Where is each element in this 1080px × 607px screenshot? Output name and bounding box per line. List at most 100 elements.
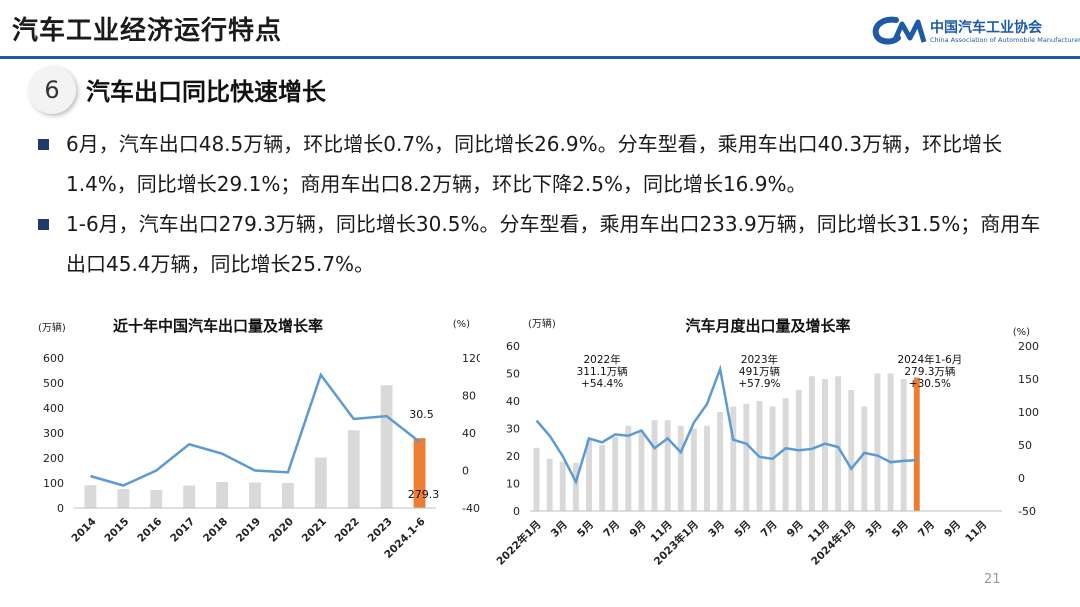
x-tick-label: 2014 xyxy=(69,516,98,545)
bar-month-29 xyxy=(900,379,907,511)
x-tick-label: 2020 xyxy=(267,516,296,545)
bar-2019 xyxy=(249,482,261,508)
logo-name-en: China Association of Automobile Manufact… xyxy=(930,36,1080,44)
x-tick-label: 5月 xyxy=(575,519,596,540)
monthly-export-chart: 汽车月度出口量及增长率 (万辆) (%) 0 10 20 30 40 50 60 -50 0 50 100… xyxy=(494,317,1039,568)
annotation-line: 2022年 xyxy=(583,353,620,366)
y2-tick-label: 0 xyxy=(1018,472,1025,485)
y2-tick-label: 100 xyxy=(1018,406,1039,419)
logo-name-cn: 中国汽车工业协会 xyxy=(930,20,1042,36)
y2-tick-label: 80 xyxy=(462,390,476,403)
x-tick-label: 9月 xyxy=(627,519,648,540)
chart-title: 近十年中国汽车出口量及增长率 xyxy=(113,317,323,335)
annual-export-chart: 近十年中国汽车出口量及增长率(万辆) (%)0100200300400500600… xyxy=(38,317,480,561)
x-tick-label: 9月 xyxy=(942,519,963,540)
growth-rate-line xyxy=(535,364,917,486)
annotation-growth-value: 30.5 xyxy=(409,408,434,421)
y-tick-label: 200 xyxy=(43,452,64,465)
bar-2014 xyxy=(84,485,97,508)
x-tick-label: 2015 xyxy=(102,516,131,545)
annotation-line: 2023年 xyxy=(741,353,778,366)
y2-tick-label: 40 xyxy=(462,427,476,440)
y2-axis-unit-label: (%) xyxy=(453,319,470,330)
bar-month-10 xyxy=(651,420,658,511)
bullet-h1-exports: 1-6月，汽车出口279.3万辆，同比增长30.5%。分车型看，乘用车出口233… xyxy=(32,204,1052,284)
bar-2018 xyxy=(216,482,229,508)
section-number-badge: 6 xyxy=(28,66,76,114)
bar-2022 xyxy=(347,430,360,508)
x-tick-label: 2022 xyxy=(333,516,362,545)
bar-month-26 xyxy=(861,406,868,511)
bar-month-13 xyxy=(690,428,697,511)
page-title: 汽车工业经济运行特点 xyxy=(12,16,283,46)
x-tick-label: 7月 xyxy=(601,519,622,540)
annotation-line: 2024年1-6月 xyxy=(897,353,962,366)
x-tick-label: 3月 xyxy=(549,519,570,540)
bar-month-2 xyxy=(546,458,553,511)
y-tick-label: 100 xyxy=(43,477,64,490)
y-axis-unit-label: (万辆) xyxy=(528,317,556,330)
y-tick-label: 60 xyxy=(506,340,520,353)
bullet-text: 1-6月，汽车出口279.3万辆，同比增长30.5%。分车型看，乘用车出口233… xyxy=(66,212,1041,276)
bar-2020 xyxy=(281,483,294,508)
y-tick-label: 600 xyxy=(43,352,64,365)
bar-month-3 xyxy=(559,461,566,511)
y2-tick-label: -50 xyxy=(1018,505,1036,518)
x-tick-label: 7月 xyxy=(916,519,937,540)
bar-month-7 xyxy=(612,436,619,511)
y2-tick-label: 150 xyxy=(1018,373,1039,386)
chart-title: 汽车月度出口量及增长率 xyxy=(685,317,850,335)
y-tick-label: 30 xyxy=(506,423,520,436)
annotation-volume-value: 279.3 xyxy=(408,488,440,501)
bar-month-25 xyxy=(848,390,855,511)
bar-month-4 xyxy=(572,462,579,511)
bullet-square-icon xyxy=(38,139,49,150)
y-tick-label: 20 xyxy=(506,450,520,463)
y-tick-label: 10 xyxy=(506,478,520,491)
y-axis-unit-label: (万辆) xyxy=(38,321,66,334)
bar-month-9 xyxy=(638,431,645,511)
bar-2021 xyxy=(314,457,327,508)
x-tick-label: 2021 xyxy=(300,516,329,545)
bar-month-11 xyxy=(664,420,671,511)
x-tick-label: 5月 xyxy=(732,519,753,540)
x-tick-label: 7月 xyxy=(759,519,780,540)
bar-month-22 xyxy=(808,376,815,511)
annotation-line: 491万辆 xyxy=(739,365,780,378)
growth-rate-line xyxy=(90,372,421,487)
annotation-line: +54.4% xyxy=(581,378,623,390)
bar-month-12 xyxy=(677,425,684,511)
y2-tick-label: 200 xyxy=(1018,340,1039,353)
bar-2015 xyxy=(117,489,130,508)
caam-logo-icon xyxy=(872,16,927,45)
x-tick-label: 3月 xyxy=(706,519,727,540)
y2-tick-label: 0 xyxy=(462,465,469,478)
caam-logo: 中国汽车工业协会 China Association of Automobile… xyxy=(872,14,1080,50)
bar-2023 xyxy=(380,385,393,508)
bar-month-14 xyxy=(704,425,710,511)
x-tick-label: 2023 xyxy=(366,516,395,545)
bar-2016 xyxy=(150,490,163,508)
bar-month-17 xyxy=(743,403,750,511)
y2-tick-label: 50 xyxy=(1018,439,1032,452)
bar-month-24 xyxy=(835,376,842,511)
x-tick-label: 2016 xyxy=(135,516,164,545)
x-tick-label: 5月 xyxy=(890,519,911,540)
y2-tick-label: 120 xyxy=(462,352,480,365)
y-tick-label: 0 xyxy=(513,505,520,518)
bar-month-1 xyxy=(533,447,540,511)
bar-month-5 xyxy=(586,439,592,511)
bar-month-16 xyxy=(730,406,737,511)
bar-month-6 xyxy=(599,445,606,511)
x-tick-label: 2022年1月 xyxy=(494,518,544,568)
section-title: 汽车出口同比快速增长 xyxy=(86,78,326,106)
x-tick-label: 2019 xyxy=(234,516,263,545)
y2-tick-label: -40 xyxy=(462,502,480,515)
bar-month-28 xyxy=(887,373,894,511)
y-tick-label: 50 xyxy=(506,368,520,381)
annotation-line: 279.3万辆 xyxy=(904,365,955,378)
bar-month-15 xyxy=(717,412,724,511)
annotation-line: 311.1万辆 xyxy=(577,365,628,378)
page-number: 21 xyxy=(984,572,1001,587)
x-tick-label: 3月 xyxy=(863,519,884,540)
